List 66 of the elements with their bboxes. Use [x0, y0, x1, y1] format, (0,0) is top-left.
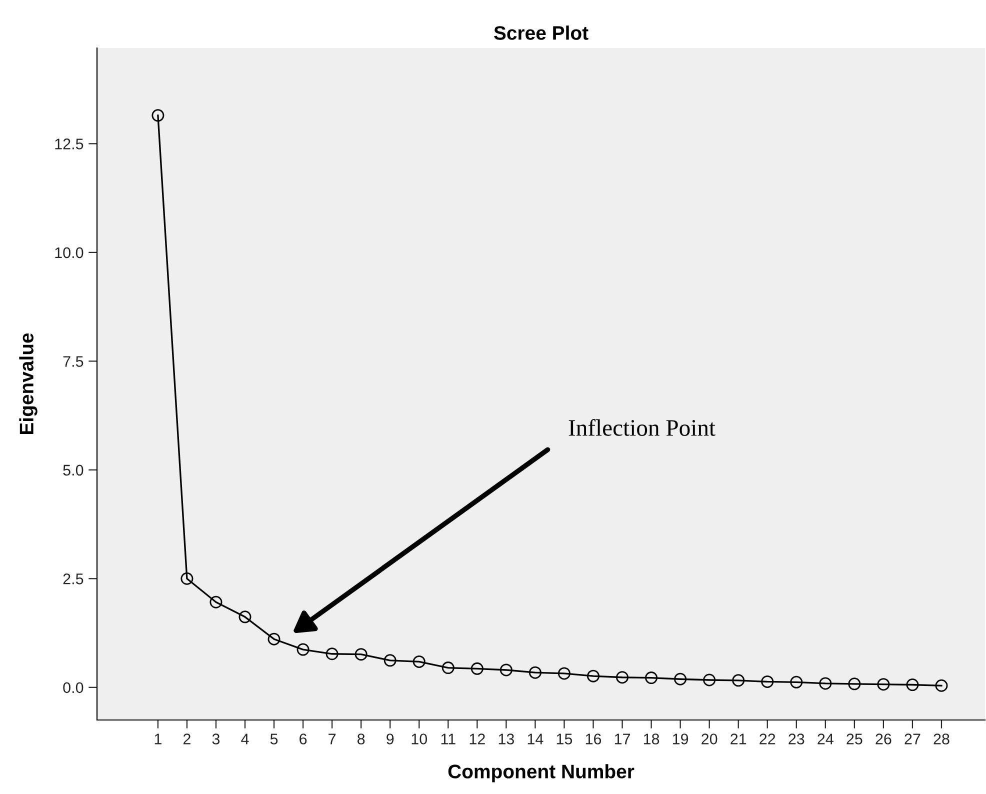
- x-tick-label: 3: [212, 734, 220, 744]
- x-tick-label: 9: [386, 734, 394, 744]
- point: [384, 654, 396, 667]
- x-tick-label: 17: [614, 734, 630, 744]
- y-tick-label: 12.5: [55, 138, 84, 150]
- point: [412, 655, 426, 668]
- x-tick-label: 16: [586, 734, 602, 744]
- point: [442, 662, 454, 674]
- x-tick-label: 11: [441, 734, 456, 744]
- x-tick-label: 25: [846, 734, 862, 744]
- x-tick-label: 26: [876, 734, 892, 744]
- x-tick-label: 14: [528, 734, 544, 744]
- point: [732, 674, 745, 687]
- x-tick-label: 7: [328, 734, 336, 744]
- x-tick-label: 10: [412, 734, 428, 744]
- x-tick-label: 8: [358, 734, 365, 744]
- point: [268, 632, 280, 646]
- point: [152, 109, 164, 122]
- x-tick-label: 23: [788, 734, 804, 744]
- point: [877, 678, 890, 691]
- x-tick-label: 1: [154, 734, 162, 744]
- point: [558, 667, 570, 680]
- x-tick-label: 5: [270, 734, 278, 744]
- point: [906, 678, 919, 692]
- point: [586, 670, 600, 682]
- point: [180, 572, 194, 585]
- y-tick-label: 5.0: [63, 464, 84, 476]
- point: [296, 643, 310, 656]
- x-tick-label: 24: [818, 734, 834, 744]
- y-tick-label: 7.5: [63, 356, 84, 367]
- point: [616, 671, 629, 684]
- point: [470, 662, 484, 675]
- point: [935, 679, 948, 692]
- point: [848, 678, 861, 690]
- annotation: Inflection Point: [568, 419, 716, 436]
- x-tick-label: 6: [300, 734, 307, 744]
- point: [500, 664, 512, 676]
- point: [674, 672, 687, 686]
- point: [703, 674, 716, 686]
- x-tick-label: 27: [904, 734, 920, 744]
- chart-title: Scree Plot: [494, 26, 588, 40]
- x-tick-label: 12: [470, 734, 485, 744]
- y-tick-label: 10.0: [55, 247, 84, 258]
- x-tick-label: 13: [498, 734, 514, 744]
- x-tick-label: 4: [241, 734, 249, 744]
- x-tick-label: 18: [644, 734, 660, 744]
- x-tick-label: 15: [556, 734, 572, 744]
- x-tick-label: 21: [730, 734, 746, 744]
- x-tick-label: 2: [183, 734, 190, 744]
- point: [819, 677, 832, 690]
- y-tick-label: 0.0: [63, 682, 84, 694]
- x-tick-label: 28: [934, 734, 950, 744]
- x-tick-label: 22: [760, 734, 776, 744]
- point: [238, 610, 252, 624]
- y-tick-label: 2.5: [63, 574, 84, 584]
- point: [210, 596, 222, 608]
- point: [761, 675, 774, 688]
- point: [645, 672, 658, 684]
- point: [528, 666, 542, 679]
- point: [790, 676, 803, 688]
- x-tick-label: 20: [702, 734, 718, 744]
- x-tick-label: 19: [672, 734, 688, 744]
- y-axis-title: Eigenvalue: [19, 333, 38, 434]
- point: [354, 648, 368, 661]
- point: [326, 648, 338, 660]
- x-axis-title: Component Number: [448, 764, 634, 782]
